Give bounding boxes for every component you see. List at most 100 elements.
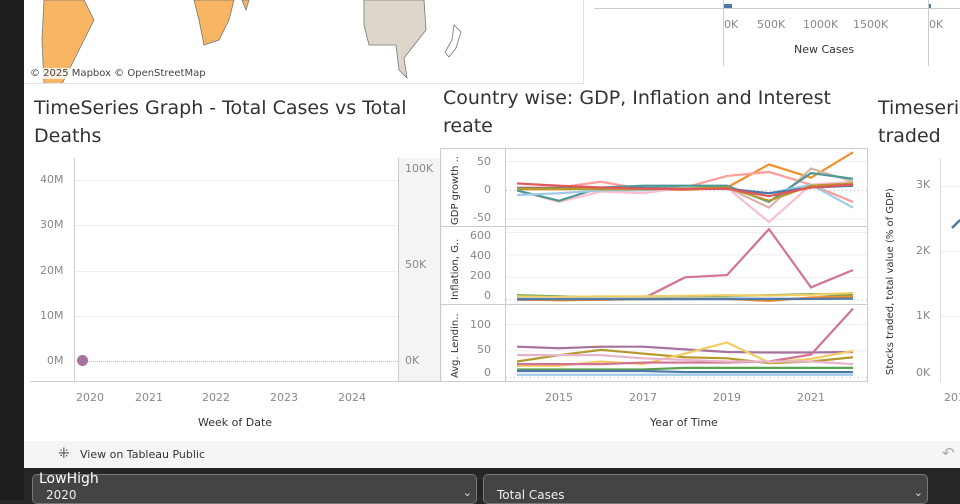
series-line[interactable] bbox=[517, 354, 854, 366]
y-tick: 10M bbox=[40, 309, 64, 322]
series-line[interactable] bbox=[517, 151, 854, 191]
y-tick: -50 bbox=[473, 211, 491, 224]
measure-filter-dropdown[interactable]: Total Cases ⌄ bbox=[483, 474, 928, 504]
panel-divider bbox=[440, 226, 868, 227]
zero-line bbox=[82, 361, 398, 362]
y-axis-line bbox=[505, 148, 506, 382]
title-line: reate bbox=[443, 115, 493, 137]
filter-label: LowHigh bbox=[39, 471, 99, 487]
new-cases-divider bbox=[928, 0, 929, 66]
title-line: Country wise: GDP, Inflation and Interes… bbox=[443, 87, 831, 109]
y-right-tick: 100K bbox=[405, 162, 434, 175]
x-tick: 0K bbox=[929, 18, 944, 31]
new-cases-bar[interactable] bbox=[724, 4, 732, 8]
x-axis-label: Year of Time bbox=[650, 416, 718, 429]
gridline bbox=[75, 180, 398, 181]
x-tick: 201 bbox=[944, 391, 960, 404]
new-cases-bar[interactable] bbox=[929, 4, 931, 8]
x-tick: 2017 bbox=[629, 391, 657, 404]
y-tick: 50 bbox=[477, 343, 491, 356]
y-tick: 0 bbox=[484, 289, 491, 302]
y-tick: 30M bbox=[40, 218, 64, 231]
x-tick: 2023 bbox=[270, 391, 298, 404]
y-tick: 40M bbox=[40, 173, 64, 186]
y-tick: 20M bbox=[40, 264, 64, 277]
chevron-down-icon: ⌄ bbox=[913, 486, 923, 499]
filter-value: 2020 bbox=[46, 488, 77, 502]
title-line: Deaths bbox=[34, 125, 102, 147]
x-tick: 2019 bbox=[713, 391, 741, 404]
gridline bbox=[941, 316, 960, 317]
filter-value: Total Cases bbox=[497, 488, 565, 502]
gridline bbox=[941, 251, 960, 252]
y-tick: 200 bbox=[470, 269, 491, 282]
series-line[interactable] bbox=[517, 297, 854, 301]
left-strip bbox=[0, 0, 24, 500]
gridline bbox=[75, 225, 398, 226]
series-line[interactable] bbox=[516, 291, 854, 299]
x-axis-label: Week of Date bbox=[198, 416, 273, 429]
country-chart-frame bbox=[440, 148, 868, 382]
y-tick: 100 bbox=[470, 318, 491, 331]
series-line[interactable] bbox=[516, 182, 854, 198]
series-line[interactable] bbox=[516, 171, 854, 204]
ts-cases-title: TimeSeries Graph - Total Cases vs Total … bbox=[34, 94, 407, 150]
y-axis-label: Stocks traded, total value (% of GDP) bbox=[885, 188, 896, 375]
y-right-tick: 50K bbox=[405, 258, 427, 271]
series-line[interactable] bbox=[516, 345, 854, 354]
x-axis-line bbox=[30, 381, 442, 382]
gridline bbox=[75, 271, 398, 272]
country-chart-title: Country wise: GDP, Inflation and Interes… bbox=[443, 84, 831, 140]
title-line: Timeseri bbox=[878, 97, 960, 119]
y-tick: 0K bbox=[916, 366, 931, 379]
stocks-chart-title: Timeseri traded bbox=[878, 94, 959, 150]
data-point[interactable] bbox=[77, 355, 88, 366]
x-tick: 2021 bbox=[135, 391, 163, 404]
year-filter-dropdown[interactable]: LowHigh 2020 ⌄ bbox=[32, 471, 477, 504]
view-on-tableau-link[interactable]: View on Tableau Public bbox=[80, 448, 206, 461]
y-tick: 0M bbox=[47, 354, 64, 367]
series-line[interactable] bbox=[517, 307, 854, 366]
y-tick: 400 bbox=[470, 249, 491, 262]
x-tick: 0K bbox=[724, 18, 739, 31]
x-tick: 1500K bbox=[853, 18, 889, 31]
title-line: TimeSeries Graph - Total Cases vs Total bbox=[34, 97, 407, 119]
new-cases-axis-line bbox=[594, 8, 960, 9]
stocks-line[interactable] bbox=[940, 210, 960, 240]
x-tick: 2015 bbox=[545, 391, 573, 404]
map-panel[interactable]: © 2025 Mapbox © OpenStreetMap bbox=[24, 0, 584, 84]
series-line[interactable] bbox=[517, 369, 853, 374]
x-tick: 2022 bbox=[202, 391, 230, 404]
series-line[interactable] bbox=[516, 183, 854, 209]
tableau-footer: ⁜ View on Tableau Public ↶ bbox=[24, 441, 960, 468]
new-cases-divider bbox=[723, 0, 724, 66]
undo-icon[interactable]: ↶ bbox=[942, 444, 955, 462]
y-tick: 600 bbox=[470, 229, 491, 242]
y-tick: 50 bbox=[477, 155, 491, 168]
y-axis-line bbox=[940, 158, 941, 382]
map-attribution[interactable]: © 2025 Mapbox © OpenStreetMap bbox=[30, 68, 206, 79]
title-line: traded bbox=[878, 125, 941, 147]
x-tick: 1000K bbox=[803, 18, 839, 31]
y-tick: 0 bbox=[484, 366, 491, 379]
tableau-logo-icon: ⁜ bbox=[58, 446, 70, 462]
y-tick: 0 bbox=[484, 183, 491, 196]
y-axis-line bbox=[74, 158, 75, 382]
x-tick: 500K bbox=[757, 18, 786, 31]
gridline bbox=[75, 316, 398, 317]
panel-divider bbox=[440, 304, 868, 305]
map-shapes bbox=[41, 0, 462, 83]
right-axis-panel bbox=[398, 158, 442, 382]
series-line[interactable] bbox=[517, 366, 853, 371]
y-tick: 3K bbox=[916, 178, 931, 191]
chevron-down-icon: ⌄ bbox=[462, 486, 472, 499]
gridline bbox=[941, 186, 960, 187]
x-tick: 2024 bbox=[338, 391, 366, 404]
x-axis-label: New Cases bbox=[794, 43, 855, 56]
x-tick: 2020 bbox=[76, 391, 104, 404]
x-tick: 2021 bbox=[797, 391, 825, 404]
y-right-tick: 0K bbox=[405, 354, 420, 367]
y-tick: 1K bbox=[916, 309, 931, 322]
series-line[interactable] bbox=[517, 227, 854, 301]
